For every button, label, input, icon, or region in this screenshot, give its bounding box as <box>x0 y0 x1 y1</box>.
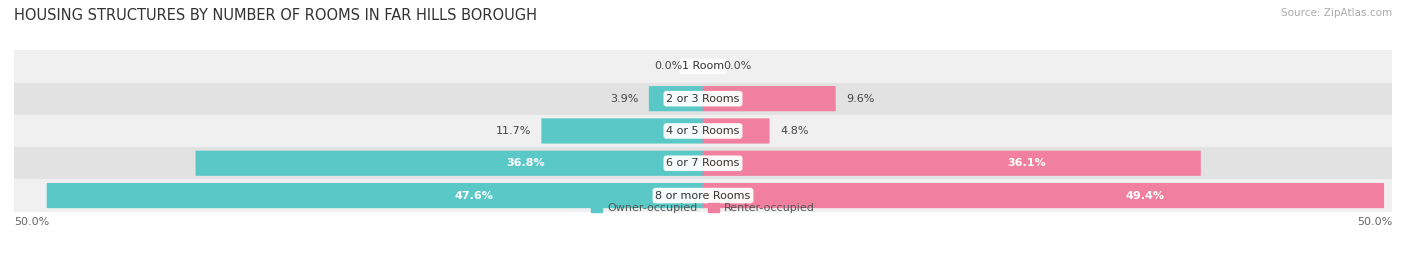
Text: 0.0%: 0.0% <box>724 61 752 71</box>
Legend: Owner-occupied, Renter-occupied: Owner-occupied, Renter-occupied <box>586 198 820 218</box>
Bar <box>14 179 1392 212</box>
Text: HOUSING STRUCTURES BY NUMBER OF ROOMS IN FAR HILLS BOROUGH: HOUSING STRUCTURES BY NUMBER OF ROOMS IN… <box>14 8 537 23</box>
FancyBboxPatch shape <box>703 183 1384 208</box>
Text: 4 or 5 Rooms: 4 or 5 Rooms <box>666 126 740 136</box>
Text: 47.6%: 47.6% <box>454 191 494 201</box>
Text: 50.0%: 50.0% <box>14 217 49 227</box>
Bar <box>14 115 1392 147</box>
FancyBboxPatch shape <box>46 183 703 208</box>
Text: 36.1%: 36.1% <box>1007 158 1046 168</box>
Text: 9.6%: 9.6% <box>846 94 875 104</box>
FancyBboxPatch shape <box>703 151 1201 176</box>
Text: 0.0%: 0.0% <box>654 61 682 71</box>
Text: 2 or 3 Rooms: 2 or 3 Rooms <box>666 94 740 104</box>
Text: 50.0%: 50.0% <box>1357 217 1392 227</box>
Text: 49.4%: 49.4% <box>1126 191 1166 201</box>
Text: 3.9%: 3.9% <box>610 94 638 104</box>
FancyBboxPatch shape <box>703 86 835 111</box>
Text: 1 Room: 1 Room <box>682 61 724 71</box>
Text: 8 or more Rooms: 8 or more Rooms <box>655 191 751 201</box>
Text: 36.8%: 36.8% <box>506 158 546 168</box>
Text: Source: ZipAtlas.com: Source: ZipAtlas.com <box>1281 8 1392 18</box>
Bar <box>14 50 1392 83</box>
FancyBboxPatch shape <box>703 118 769 144</box>
FancyBboxPatch shape <box>648 86 703 111</box>
Text: 6 or 7 Rooms: 6 or 7 Rooms <box>666 158 740 168</box>
FancyBboxPatch shape <box>195 151 703 176</box>
Text: 4.8%: 4.8% <box>780 126 808 136</box>
Bar <box>14 147 1392 179</box>
FancyBboxPatch shape <box>541 118 703 144</box>
Text: 11.7%: 11.7% <box>495 126 531 136</box>
Bar <box>14 83 1392 115</box>
